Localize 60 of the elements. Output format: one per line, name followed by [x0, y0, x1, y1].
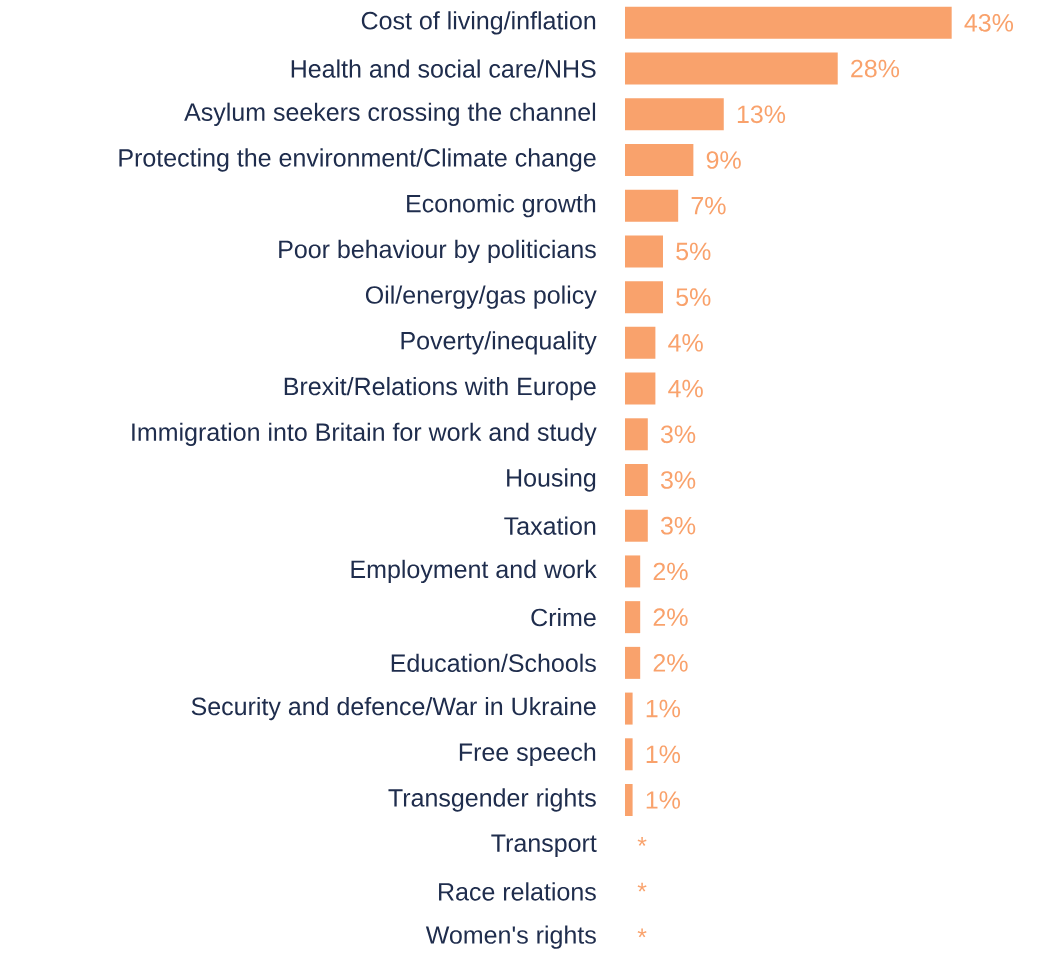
y-tick-label: Women's rights [425, 925, 596, 949]
y-tick-label: Taxation [504, 516, 596, 535]
data-label: 1% [646, 791, 681, 809]
bar [625, 646, 641, 679]
y-tick-label: Transgender rights [388, 788, 596, 812]
bar [625, 555, 641, 588]
y-tick-label: Protecting the environment/Climate change [119, 148, 596, 172]
data-label: 2% [653, 608, 688, 626]
data-label: 3% [660, 425, 696, 444]
bar [625, 418, 648, 451]
y-tick-label: Oil/energy/gas policy [365, 285, 597, 309]
data-label: 1% [646, 745, 681, 764]
y-tick-label: Immigration into Britain for work and study [132, 422, 597, 446]
y-tick-label: Cost of living/inflation [361, 11, 596, 35]
y-tick-label: Transport [491, 834, 597, 857]
data-label: 2% [653, 562, 688, 581]
data-label: 3% [660, 471, 696, 489]
data-label: 5% [676, 242, 711, 261]
y-tick-label: Employment and work [351, 559, 597, 584]
data-label: 3% [660, 516, 696, 535]
bar [625, 464, 648, 497]
data-label: 43% [964, 14, 1014, 32]
bar [625, 509, 648, 542]
data-label: 9% [706, 151, 741, 169]
y-tick-label: Asylum seekers crossing the channel [184, 102, 596, 126]
bar [625, 98, 724, 131]
data-label: 28% [851, 59, 900, 78]
bar [625, 144, 694, 176]
data-label: 4% [668, 379, 703, 398]
y-tick-label: Race relations [439, 882, 596, 901]
text: * [637, 882, 647, 892]
text: * [637, 837, 647, 846]
y-tick-label: Brexit/Relations with Europe [284, 376, 596, 401]
y-tick-label: Free speech [459, 742, 596, 766]
bar [625, 189, 679, 222]
bar [625, 326, 656, 359]
y-tick-label: Poverty/inequality [401, 331, 597, 355]
y-tick-label: Education/Schools [391, 653, 596, 673]
y-tick-label: Economic growth [407, 194, 596, 218]
bar [625, 52, 838, 85]
data-label: 13% [737, 105, 786, 124]
text: * [637, 928, 647, 938]
bar [625, 784, 633, 817]
bar [625, 6, 952, 39]
bar [625, 692, 633, 725]
bar [625, 738, 633, 771]
y-tick-label: Poor behaviour by politicians [279, 239, 596, 264]
bar [625, 281, 663, 314]
y-tick-label: Security and defence/War in Ukraine [191, 696, 596, 721]
bar [625, 601, 641, 634]
bar [625, 372, 656, 405]
data-label: 7% [691, 196, 726, 215]
bar [625, 235, 663, 268]
data-label: 5% [676, 288, 711, 306]
y-tick-label: Crime [531, 607, 596, 627]
data-label: 4% [668, 334, 703, 352]
y-tick-label: Health and social care/NHS [291, 59, 596, 78]
y-tick-label: Housing [507, 468, 596, 492]
data-label: 1% [646, 699, 681, 718]
data-label: 2% [653, 654, 688, 672]
